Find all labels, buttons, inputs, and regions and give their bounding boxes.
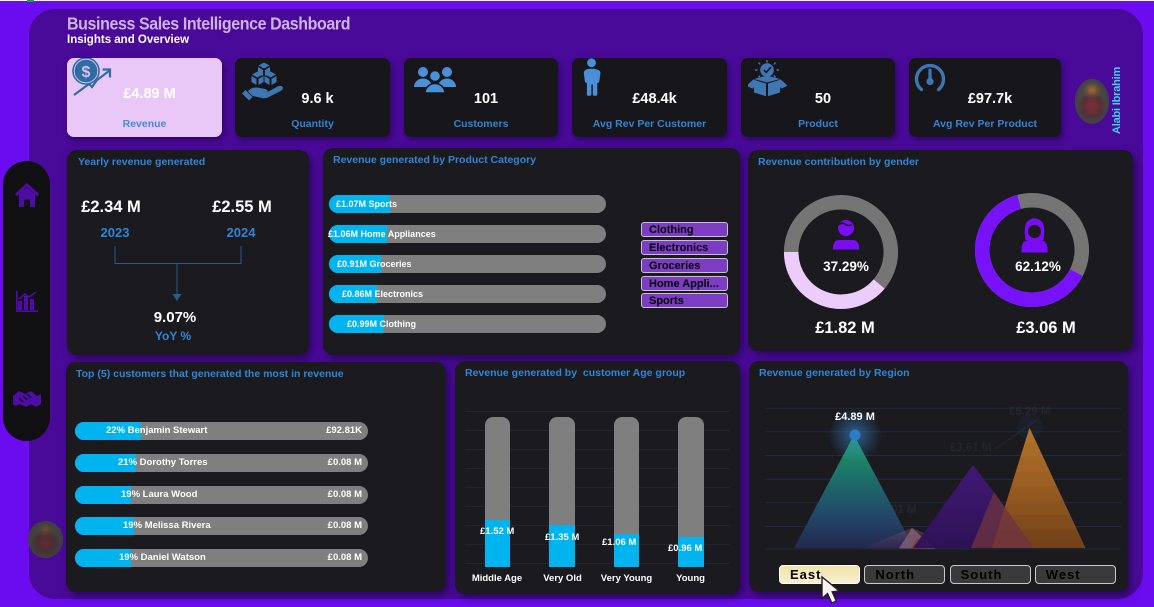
svg-text:£5.29 M: £5.29 M (1009, 406, 1051, 418)
svg-text:£3.61 M: £3.61 M (950, 442, 992, 454)
svg-text:$: $ (82, 64, 91, 81)
